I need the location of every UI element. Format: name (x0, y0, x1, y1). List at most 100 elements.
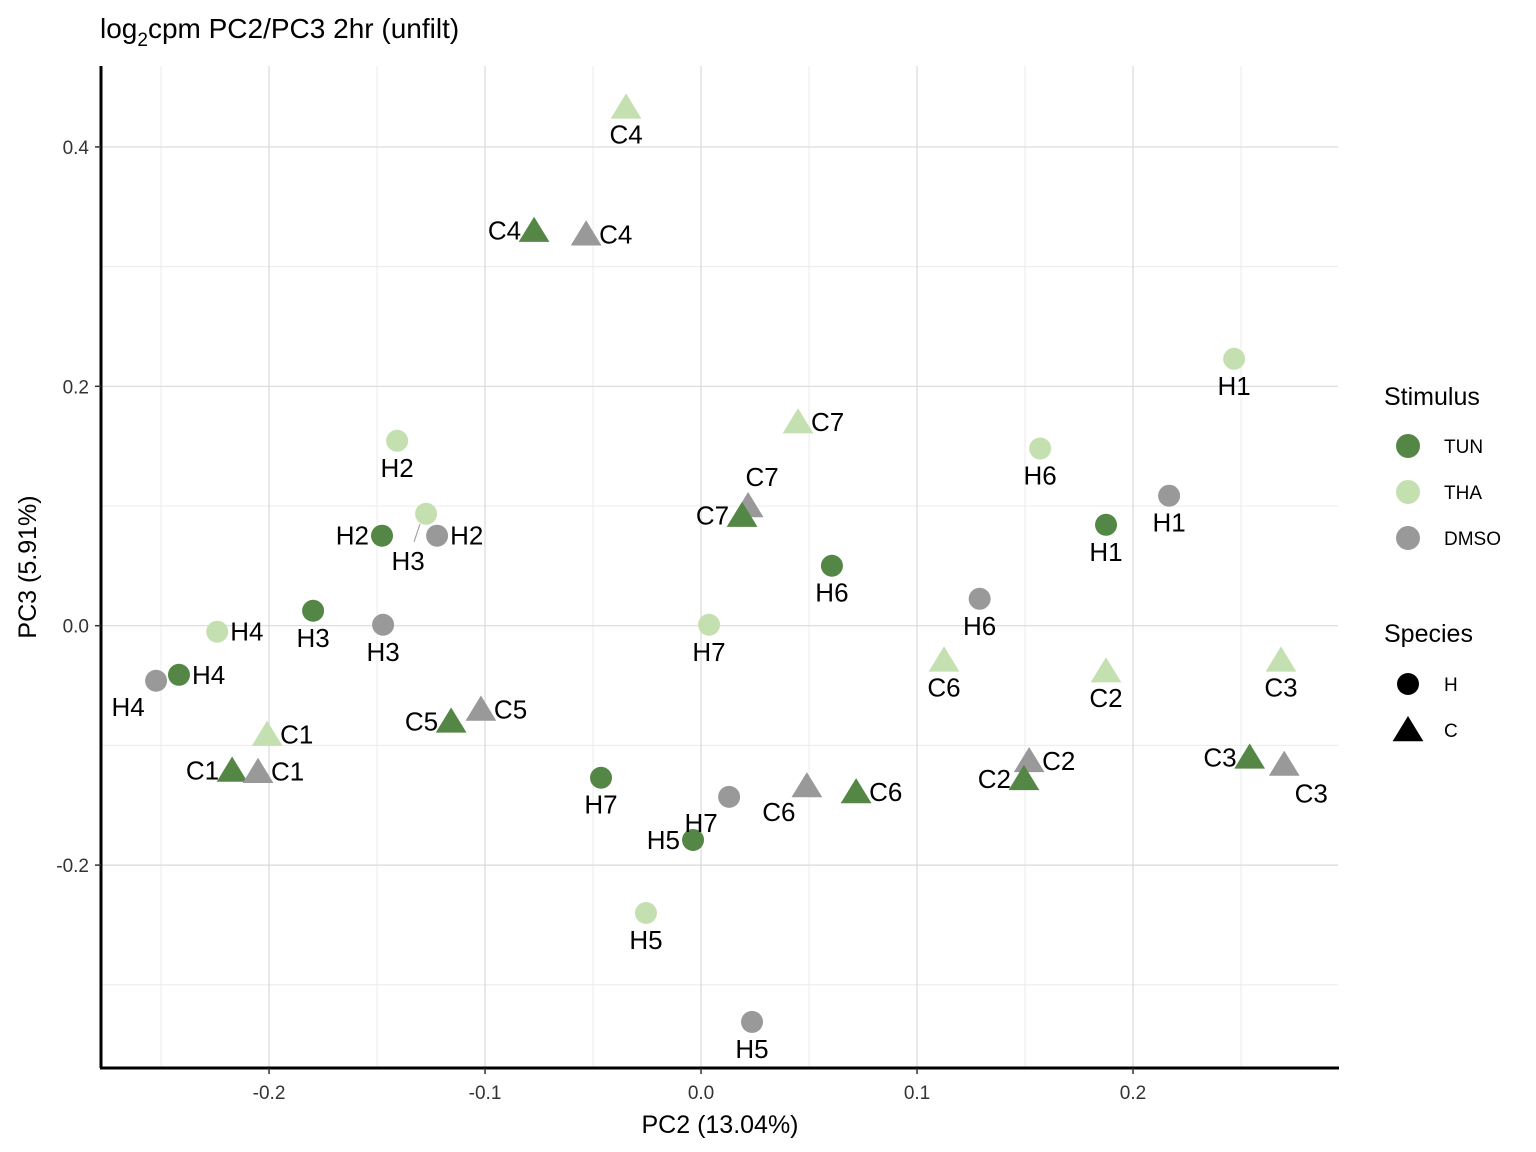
point-label: C4 (599, 219, 632, 249)
point-circle-tha (386, 429, 409, 452)
point-triangle-tun (1008, 764, 1040, 791)
point-triangle-tha (782, 408, 814, 434)
legend-key-tun (1396, 434, 1420, 458)
point-triangle-tha (610, 93, 642, 119)
point-circle-tun (1095, 513, 1118, 536)
x-tick-label: 0.0 (688, 1083, 714, 1104)
point-circle-dmso (372, 613, 395, 636)
point-circle-tun (167, 663, 190, 686)
point-label: C6 (869, 777, 902, 807)
legend: Stimulus Species TUN THA DMSO H C (1384, 383, 1501, 742)
y-axis-title: PC3 (5.91%) (14, 495, 42, 638)
point-label: H1 (1152, 508, 1185, 538)
point-label: H7 (584, 790, 617, 820)
point-circle-tha (634, 901, 657, 924)
point-triangle-tun (518, 216, 550, 242)
point-circle-tha (1223, 347, 1246, 370)
point-triangle-tun (726, 501, 758, 527)
point-circle-tun (371, 524, 394, 547)
point-triangle-dmso (1013, 746, 1045, 773)
point-label: C2 (978, 764, 1011, 794)
point-label: C3 (1203, 742, 1236, 772)
x-axis-title: PC2 (13.04%) (641, 1111, 798, 1139)
legend-label-species-c: C (1444, 721, 1458, 742)
point-label: C1 (280, 720, 313, 750)
point-label: C3 (1295, 779, 1328, 809)
point-label: C6 (762, 797, 795, 827)
point-triangle-dmso (1268, 750, 1300, 776)
point-triangle-dmso (570, 220, 602, 246)
point-label: C4 (488, 216, 521, 246)
point-triangle-dmso (242, 757, 274, 783)
point-circle-dmso (741, 1010, 764, 1033)
grid (101, 66, 1338, 1068)
point-label: H6 (1024, 461, 1057, 491)
point-triangle-tha (1265, 646, 1297, 672)
point-label: C4 (609, 119, 642, 149)
point-label: H1 (1089, 537, 1122, 567)
y-tick-label: 0.4 (63, 138, 90, 159)
point-label: H4 (192, 660, 225, 690)
point-circle-tha (698, 613, 721, 636)
point-label: H3 (366, 637, 399, 667)
point-circle-dmso (145, 669, 168, 692)
point-label: C5 (405, 706, 438, 736)
point-triangle-tha (251, 720, 283, 746)
legend-key-triangle (1392, 716, 1424, 742)
point-label: H1 (1217, 371, 1250, 401)
point-label: H2 (381, 453, 414, 483)
point-circle-tun (820, 554, 843, 577)
legend-key-dmso (1396, 526, 1420, 550)
point-label: H6 (815, 578, 848, 608)
point-label: H3 (296, 623, 329, 653)
point-label: C7 (811, 407, 844, 437)
point-triangle-tun (435, 707, 467, 733)
point-labels: C4 C4 C4 H1 C7 H6 H1 H1 H2 H3 H2 H2 C7 C7 H6 H3 H3 H4 H7 H6… (111, 119, 1327, 1064)
point-triangle-tha (928, 646, 960, 672)
label-leader-line (413, 523, 421, 542)
point-label: C3 (1264, 672, 1297, 702)
point-label: C5 (494, 695, 527, 725)
y-tick-label: 0.0 (63, 617, 89, 638)
point-circle-dmso (426, 524, 449, 547)
point-label: H5 (735, 1034, 768, 1064)
legend-key-tha (1396, 480, 1420, 504)
legend-stimulus-title: Stimulus (1384, 383, 1480, 411)
point-triangle-dmso (791, 772, 823, 798)
point-circle-tun (302, 599, 325, 622)
legend-label-dmso: DMSO (1444, 529, 1501, 550)
point-circle-tha (415, 502, 438, 525)
point-circle-tha (206, 620, 229, 643)
point-label: H4 (111, 692, 144, 722)
chart-title: log2cpm PC2/PC3 2hr (unfilt) (100, 13, 459, 51)
legend-label-species-h: H (1444, 675, 1458, 696)
point-label: H7 (684, 808, 717, 838)
legend-key-circle (1397, 673, 1419, 695)
point-triangle-dmso (465, 695, 497, 721)
x-tick-label: 0.1 (904, 1083, 930, 1104)
y-tick-label: -0.2 (56, 856, 89, 877)
point-circle-dmso (968, 587, 991, 610)
point-triangle-tun (840, 778, 872, 804)
point-label: H5 (629, 925, 662, 955)
point-circle-dmso (1158, 484, 1181, 507)
point-circle-dmso (718, 785, 741, 808)
x-tick-label: -0.1 (469, 1083, 502, 1104)
legend-label-tun: TUN (1444, 437, 1483, 458)
legend-label-tha: THA (1444, 483, 1482, 504)
x-tick-label: -0.2 (253, 1083, 286, 1104)
point-label: C7 (696, 501, 729, 531)
point-label: H5 (647, 825, 680, 855)
point-label: H4 (230, 617, 263, 647)
point-label: C2 (1089, 683, 1122, 713)
point-label: C1 (271, 757, 304, 787)
data-points (145, 93, 1300, 1033)
point-label: C1 (186, 756, 219, 786)
point-triangle-tun (1234, 743, 1266, 769)
y-tick-label: 0.2 (63, 377, 89, 398)
point-label: H3 (391, 546, 424, 576)
point-triangle-tha (1090, 657, 1122, 683)
x-tick-label: 0.2 (1120, 1083, 1146, 1104)
point-label: H2 (450, 521, 483, 551)
